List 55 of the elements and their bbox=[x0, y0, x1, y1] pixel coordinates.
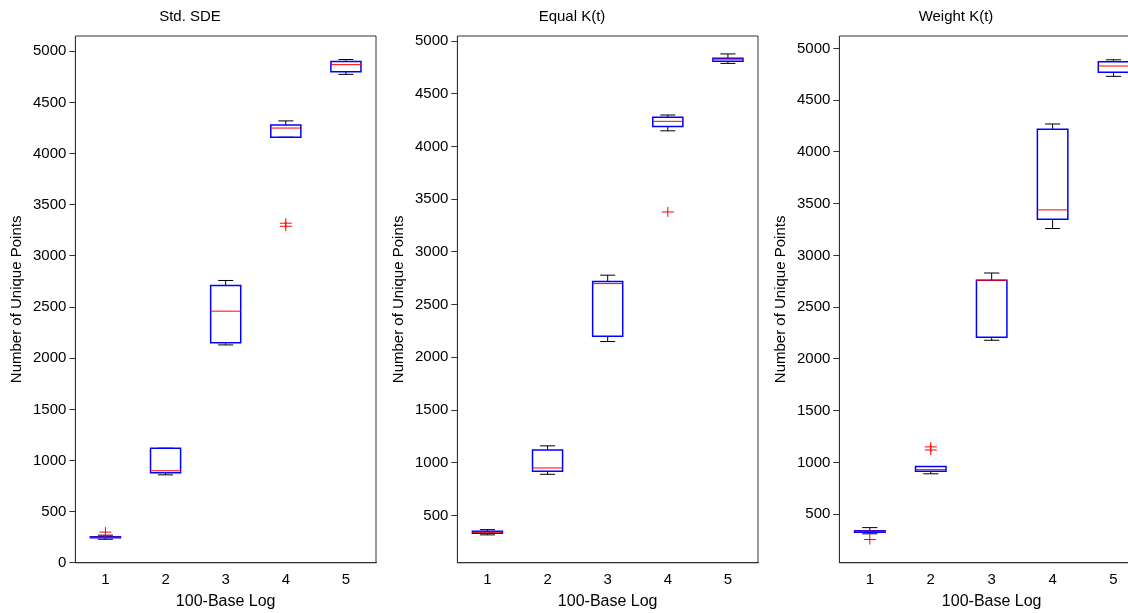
x-axis-title: 100-Base Log bbox=[557, 591, 658, 609]
x-axis-title: 100-Base Log bbox=[175, 591, 276, 609]
x-tick-label: 2 bbox=[926, 569, 935, 587]
y-tick-label: 1500 bbox=[796, 400, 831, 418]
y-tick-label: 1000 bbox=[796, 452, 831, 470]
chart-title: Equal K(t) bbox=[538, 7, 606, 25]
x-tick-label: 1 bbox=[101, 569, 110, 587]
y-tick-label: 2500 bbox=[414, 294, 449, 312]
y-tick-label: 3000 bbox=[796, 245, 831, 263]
y-tick-label: 0 bbox=[58, 552, 67, 570]
y-tick-label: 3000 bbox=[414, 242, 449, 260]
y-tick-label: 500 bbox=[805, 504, 831, 522]
y-tick-label: 5000 bbox=[32, 41, 67, 59]
y-tick-label: 2000 bbox=[32, 348, 67, 366]
y-tick-label: 4000 bbox=[32, 143, 67, 161]
y-tick-label: 4500 bbox=[796, 90, 831, 108]
y-tick-label: 2000 bbox=[414, 347, 449, 365]
x-tick-label: 4 bbox=[663, 569, 672, 587]
y-tick-label: 3500 bbox=[796, 193, 831, 211]
y-tick-label: 5000 bbox=[414, 31, 449, 49]
x-tick-label: 1 bbox=[865, 569, 874, 587]
x-tick-label: 4 bbox=[1048, 569, 1057, 587]
y-tick-label: 3500 bbox=[414, 189, 449, 207]
x-tick-label: 5 bbox=[723, 569, 733, 587]
y-tick-label: 1500 bbox=[414, 400, 449, 418]
y-tick-label: 500 bbox=[423, 505, 449, 523]
y-tick-label: 500 bbox=[41, 501, 67, 519]
y-tick-label: 4000 bbox=[414, 136, 449, 154]
y-tick-label: 2500 bbox=[796, 297, 831, 315]
y-tick-label: 4500 bbox=[32, 92, 67, 110]
x-tick-label: 2 bbox=[161, 569, 170, 587]
x-tick-label: 3 bbox=[221, 569, 230, 587]
y-tick-label: 2000 bbox=[796, 349, 831, 367]
x-tick-label: 4 bbox=[281, 569, 290, 587]
x-tick-label: 1 bbox=[483, 569, 492, 587]
y-tick-label: 1500 bbox=[32, 399, 67, 417]
y-axis-title: Number of Unique Points bbox=[771, 215, 789, 384]
x-tick-label: 5 bbox=[1109, 569, 1118, 587]
x-tick-label: 3 bbox=[603, 569, 612, 587]
y-tick-label: 4500 bbox=[414, 84, 449, 102]
x-tick-label: 3 bbox=[987, 569, 996, 587]
chart-title: Std. SDE bbox=[159, 7, 221, 25]
y-axis-title: Number of Unique Points bbox=[389, 215, 407, 384]
y-tick-label: 5000 bbox=[796, 38, 831, 56]
y-tick-label: 1000 bbox=[32, 450, 67, 468]
y-tick-label: 4000 bbox=[796, 142, 831, 160]
y-tick-label: 2500 bbox=[32, 297, 67, 315]
x-axis-title: 100-Base Log bbox=[941, 591, 1042, 609]
y-tick-label: 1000 bbox=[414, 452, 449, 470]
x-tick-label: 2 bbox=[543, 569, 552, 587]
x-tick-label: 5 bbox=[341, 569, 351, 587]
y-axis-title: Number of Unique Points bbox=[7, 215, 25, 384]
chart-title: Weight K(t) bbox=[918, 7, 994, 25]
y-tick-label: 3500 bbox=[32, 194, 67, 212]
y-tick-label: 3000 bbox=[32, 246, 67, 264]
